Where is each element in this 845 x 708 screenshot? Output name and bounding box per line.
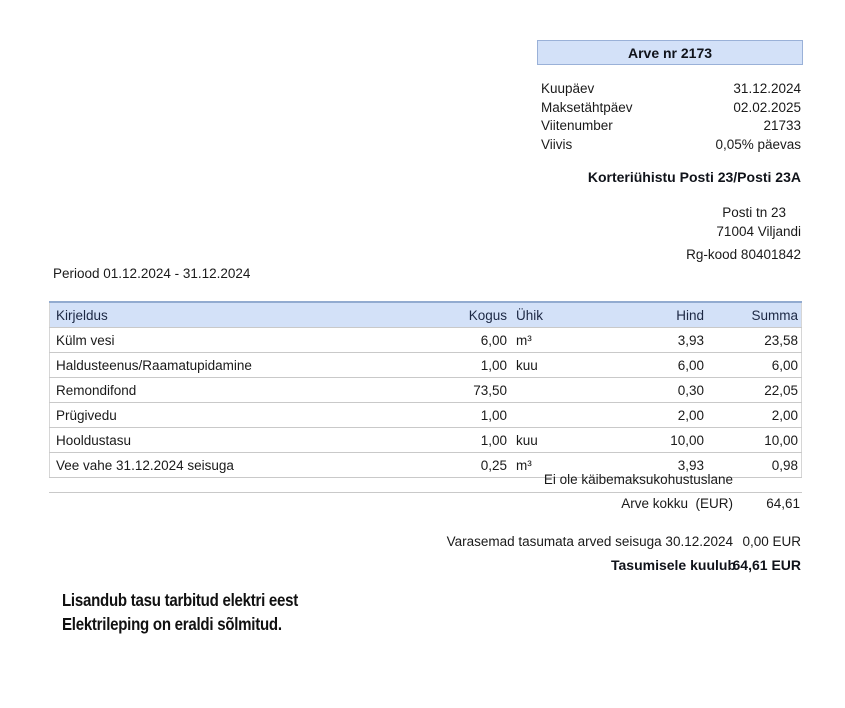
header-description: Kirjeldus	[49, 301, 437, 328]
cell-price: 10,00	[607, 427, 705, 453]
electricity-note-line-1: Lisandub tasu tarbitud elektri eest	[62, 590, 299, 610]
previous-unpaid-label: Varasemad tasumata arved seisuga 30.12.2…	[446, 534, 733, 549]
header-unit: Ühik	[508, 301, 607, 328]
cell-price: 3,93	[607, 327, 705, 353]
cell-unit: kuu	[508, 352, 607, 378]
totals-divider-line	[49, 492, 802, 493]
cell-unit: m³	[508, 327, 607, 353]
cell-unit: m³	[508, 452, 607, 478]
table-row: Hooldustasu 1,00 kuu 10,00 10,00	[49, 427, 802, 453]
header-price: Hind	[607, 301, 705, 328]
billing-period: Periood 01.12.2024 - 31.12.2024	[53, 266, 251, 281]
cell-description: Külm vesi	[49, 327, 437, 353]
cell-quantity: 1,00	[437, 402, 508, 428]
amount-due-label: Tasumisele kuulub	[611, 557, 736, 573]
cell-description: Prügivedu	[49, 402, 437, 428]
header-sum: Summa	[705, 301, 802, 328]
meta-value: 0,05% päevas	[715, 136, 801, 152]
invoice-title-box: Arve nr 2173	[537, 40, 803, 65]
cell-description: Vee vahe 31.12.2024 seisuga	[49, 452, 437, 478]
cell-quantity: 6,00	[437, 327, 508, 353]
meta-value: 21733	[763, 118, 801, 133]
registry-code: Rg-kood 80401842	[686, 247, 801, 262]
invoice-total-label: Arve kokku (EUR)	[621, 496, 733, 511]
cell-unit	[508, 402, 607, 428]
address-street: Posti tn 23	[722, 205, 786, 220]
company-name: Korteriühistu Posti 23/Posti 23A	[587, 169, 801, 185]
invoice-meta: Kuupäev 31.12.2024 Maksetähtpäev 02.02.2…	[541, 80, 801, 154]
cell-description: Haldusteenus/Raamatupidamine	[49, 352, 437, 378]
cell-sum: 22,05	[705, 377, 802, 403]
meta-row-date: Kuupäev 31.12.2024	[541, 80, 801, 99]
cell-sum: 10,00	[705, 427, 802, 453]
cell-unit: kuu	[508, 427, 607, 453]
amount-due-value: 64,61 EUR	[732, 557, 801, 573]
table-row: Haldusteenus/Raamatupidamine 1,00 kuu 6,…	[49, 352, 802, 378]
address-city: 71004 Viljandi	[716, 223, 801, 239]
cell-price: 2,00	[607, 402, 705, 428]
cell-quantity: 0,25	[437, 452, 508, 478]
table-row: Vee vahe 31.12.2024 seisuga 0,25 m³ 3,93…	[49, 452, 802, 478]
cell-quantity: 1,00	[437, 427, 508, 453]
meta-row-due-date: Maksetähtpäev 02.02.2025	[541, 99, 801, 118]
electricity-note-line-2: Elektrileping on eraldi sõlmitud.	[62, 614, 282, 634]
cell-price: 3,93	[607, 452, 705, 478]
table-row: Külm vesi 6,00 m³ 3,93 23,58	[49, 327, 802, 353]
table-header: Kirjeldus Kogus Ühik Hind Summa	[49, 301, 802, 328]
vat-exemption-note: Ei ole käibemaksukohustuslane	[543, 472, 733, 487]
cell-description: Remondifond	[49, 377, 437, 403]
cell-unit	[508, 377, 607, 403]
cell-sum: 2,00	[705, 402, 802, 428]
cell-description: Hooldustasu	[49, 427, 437, 453]
header-quantity: Kogus	[437, 301, 508, 328]
table-row: Prügivedu 1,00 2,00 2,00	[49, 402, 802, 428]
table-body: Külm vesi 6,00 m³ 3,93 23,58 Haldusteenu…	[49, 327, 802, 478]
cell-sum: 6,00	[705, 352, 802, 378]
cell-price: 0,30	[607, 377, 705, 403]
meta-label: Maksetähtpäev	[541, 99, 633, 115]
cell-sum: 23,58	[705, 327, 802, 353]
cell-sum: 0,98	[705, 452, 802, 478]
meta-value: 31.12.2024	[733, 81, 801, 96]
meta-label: Viitenumber	[541, 118, 613, 133]
meta-label: Kuupäev	[541, 81, 595, 96]
cell-quantity: 1,00	[437, 352, 508, 378]
table-row: Remondifond 73,50 0,30 22,05	[49, 377, 802, 403]
invoice-total-value: 64,61	[766, 496, 800, 511]
line-items-table: Kirjeldus Kogus Ühik Hind Summa Külm ves…	[49, 301, 802, 478]
cell-quantity: 73,50	[437, 377, 508, 403]
previous-unpaid-value: 0,00 EUR	[742, 534, 801, 549]
meta-row-interest: Viivis 0,05% päevas	[541, 136, 801, 155]
electricity-note: Lisandub tasu tarbitud elektri eest Elek…	[62, 588, 298, 636]
invoice-title: Arve nr 2173	[627, 44, 713, 61]
company-address: Posti tn 23 71004 Viljandi	[716, 204, 801, 241]
meta-label: Viivis	[541, 136, 573, 152]
meta-row-reference: Viitenumber 21733	[541, 117, 801, 136]
cell-price: 6,00	[607, 352, 705, 378]
table-header-row: Kirjeldus Kogus Ühik Hind Summa	[49, 301, 802, 328]
meta-value: 02.02.2025	[733, 99, 801, 115]
